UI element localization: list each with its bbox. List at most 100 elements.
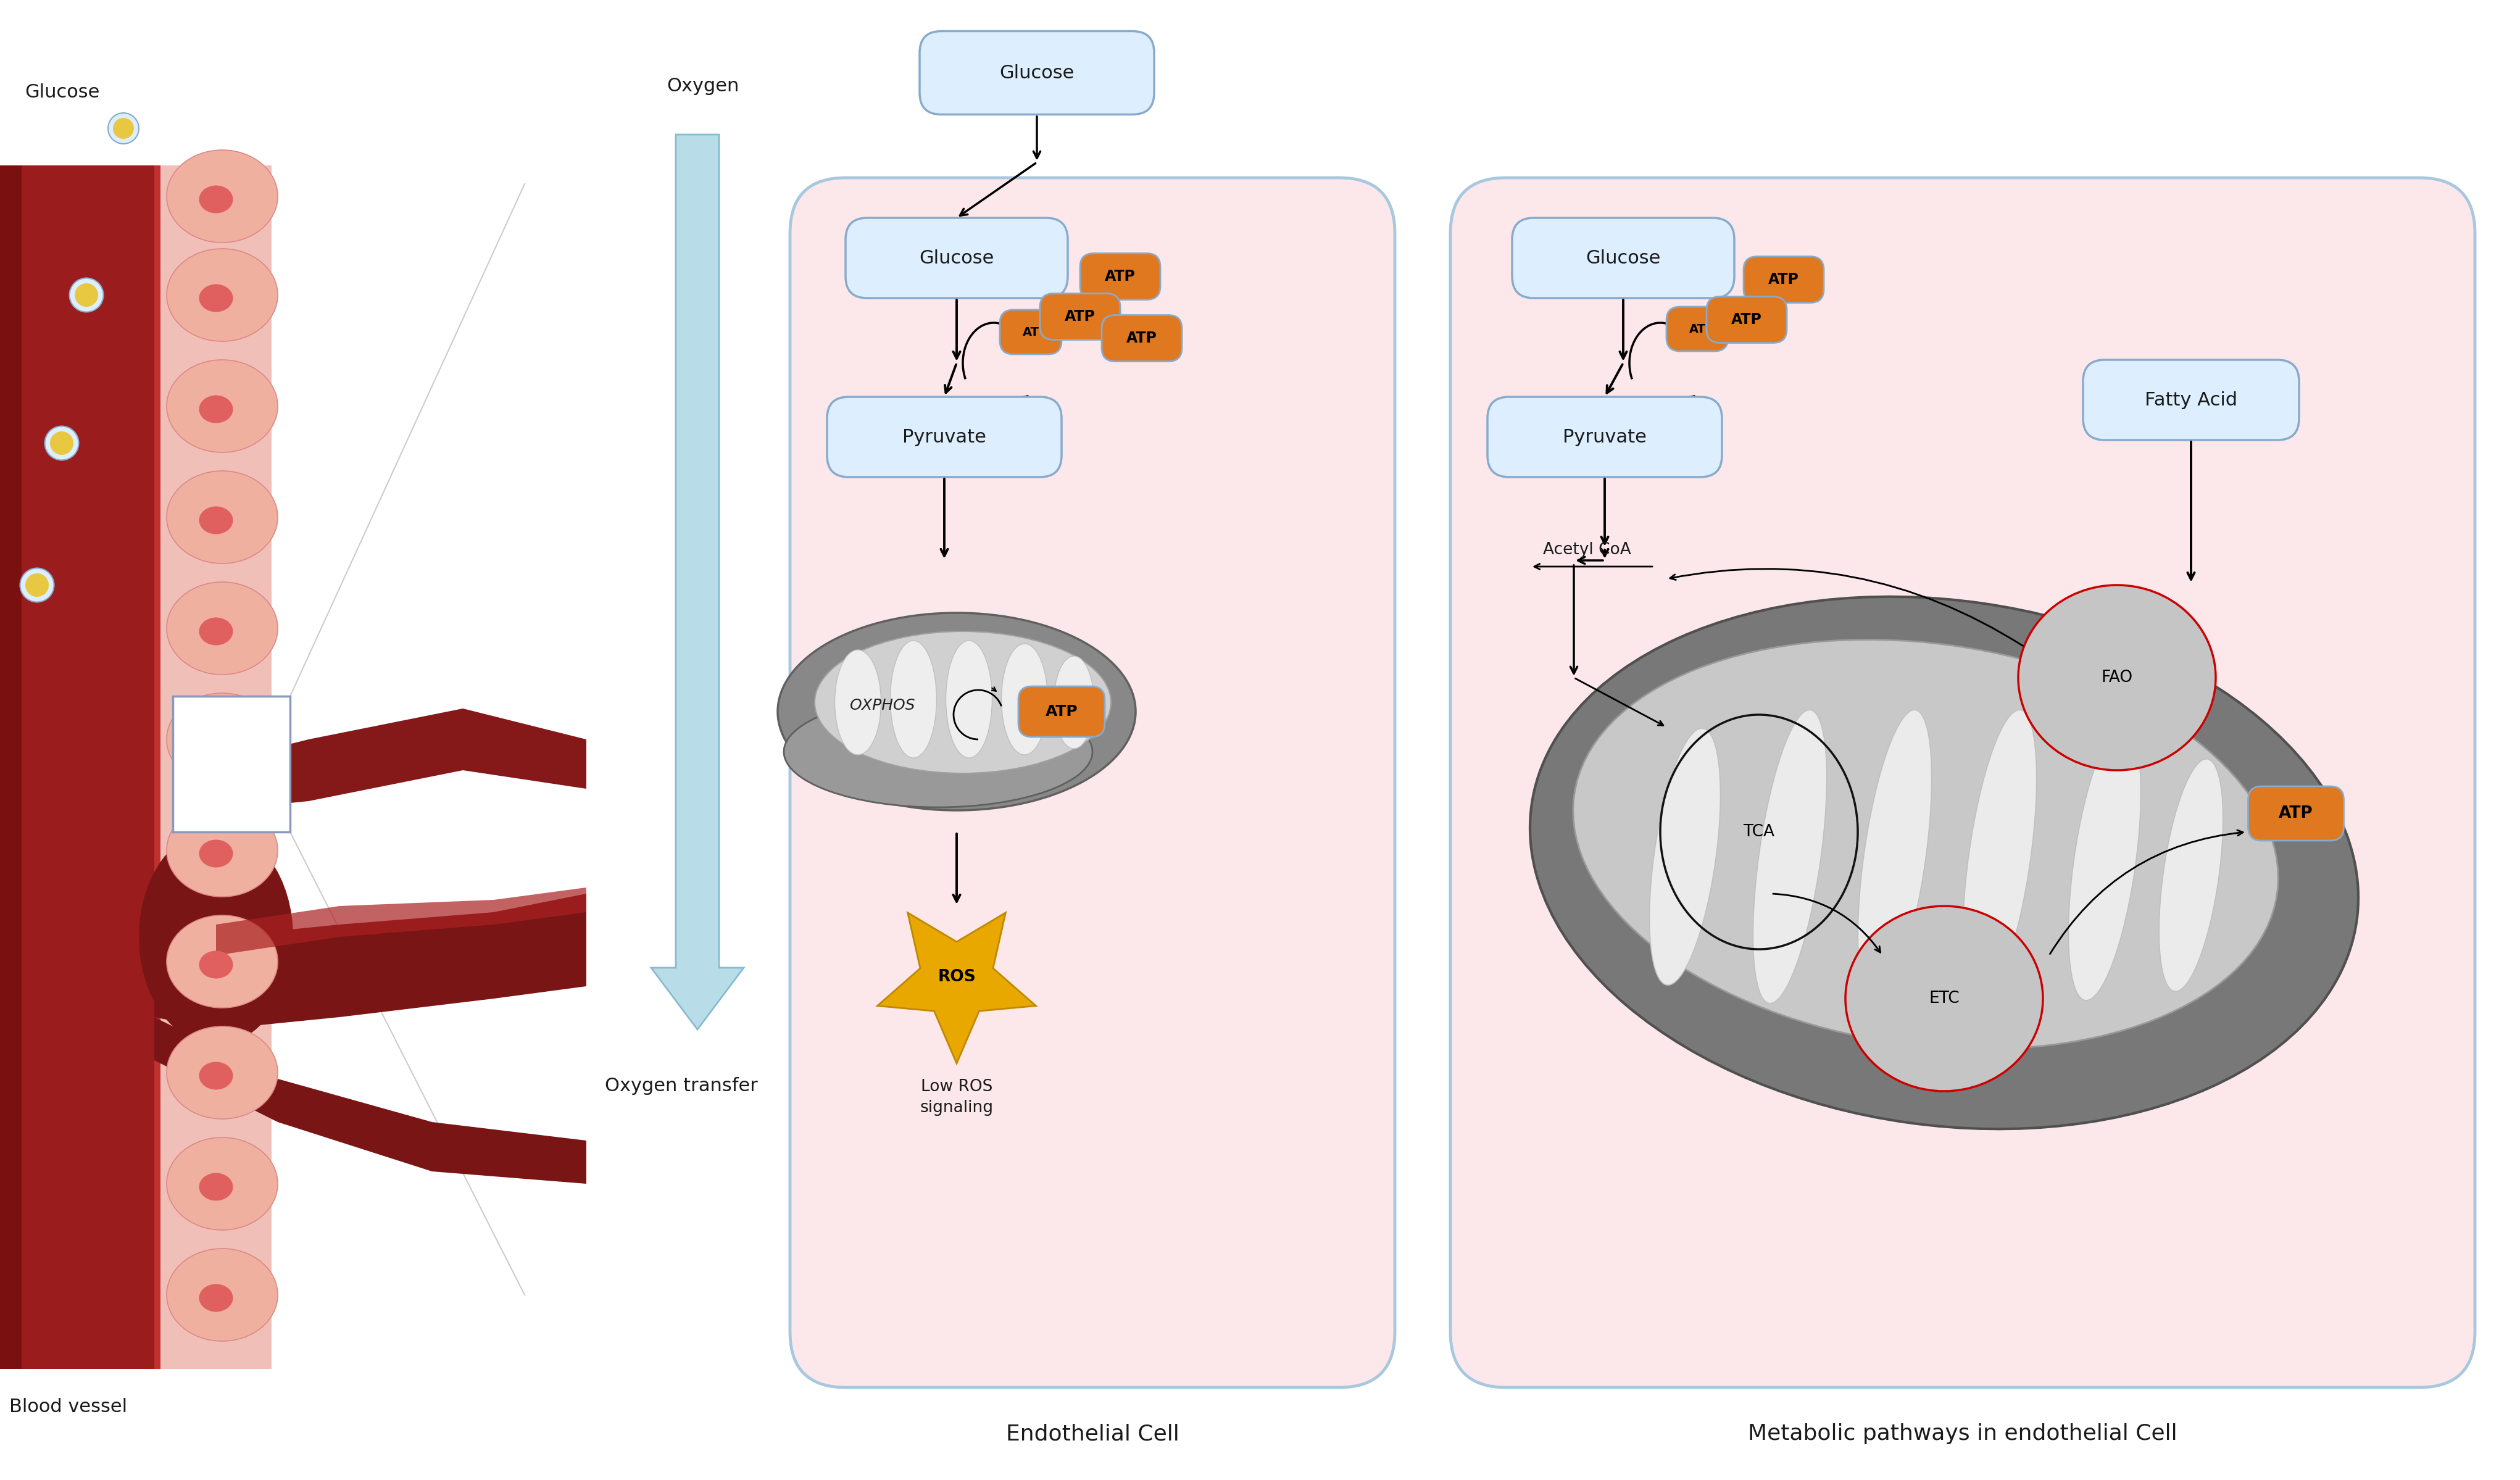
Ellipse shape bbox=[1963, 710, 2036, 1003]
Text: ATP: ATP bbox=[1104, 269, 1137, 284]
Ellipse shape bbox=[2019, 585, 2215, 770]
FancyBboxPatch shape bbox=[1706, 296, 1787, 343]
FancyBboxPatch shape bbox=[161, 166, 272, 1369]
Ellipse shape bbox=[945, 641, 993, 758]
FancyBboxPatch shape bbox=[1101, 315, 1182, 361]
Text: Metabolic pathways in endothelial Cell: Metabolic pathways in endothelial Cell bbox=[1749, 1424, 2177, 1444]
FancyArrow shape bbox=[650, 135, 743, 1030]
Text: FAO: FAO bbox=[2102, 669, 2132, 685]
FancyBboxPatch shape bbox=[920, 31, 1154, 114]
Text: ATP: ATP bbox=[1063, 309, 1096, 324]
Text: ROS: ROS bbox=[937, 969, 975, 986]
FancyBboxPatch shape bbox=[0, 166, 174, 1369]
Ellipse shape bbox=[1572, 639, 2278, 1049]
FancyBboxPatch shape bbox=[1018, 687, 1104, 737]
Text: Pyruvate: Pyruvate bbox=[902, 428, 985, 445]
Text: AT: AT bbox=[1688, 323, 1706, 334]
FancyBboxPatch shape bbox=[2084, 360, 2298, 440]
Ellipse shape bbox=[814, 632, 1111, 774]
FancyBboxPatch shape bbox=[789, 178, 1396, 1387]
FancyBboxPatch shape bbox=[1081, 253, 1159, 299]
Ellipse shape bbox=[199, 395, 232, 423]
Text: Endothelial Cell: Endothelial Cell bbox=[1005, 1424, 1179, 1444]
Ellipse shape bbox=[108, 112, 139, 144]
FancyBboxPatch shape bbox=[1666, 306, 1729, 351]
Ellipse shape bbox=[71, 278, 103, 312]
Text: TCA: TCA bbox=[1744, 824, 1774, 841]
Ellipse shape bbox=[199, 185, 232, 213]
Text: Pyruvate: Pyruvate bbox=[1562, 428, 1646, 445]
Ellipse shape bbox=[25, 573, 48, 596]
Ellipse shape bbox=[199, 728, 232, 756]
Ellipse shape bbox=[166, 915, 277, 1008]
Ellipse shape bbox=[20, 568, 53, 602]
Text: ATP: ATP bbox=[2278, 805, 2313, 821]
FancyBboxPatch shape bbox=[1512, 218, 1734, 297]
Ellipse shape bbox=[2160, 759, 2223, 992]
FancyBboxPatch shape bbox=[827, 397, 1061, 477]
Ellipse shape bbox=[199, 839, 232, 867]
Text: Glucose: Glucose bbox=[1000, 64, 1074, 81]
Ellipse shape bbox=[199, 506, 232, 534]
Ellipse shape bbox=[199, 284, 232, 312]
Ellipse shape bbox=[199, 1061, 232, 1089]
Ellipse shape bbox=[834, 650, 882, 755]
Ellipse shape bbox=[1754, 710, 1827, 1003]
Text: Blood vessel: Blood vessel bbox=[10, 1399, 126, 1416]
Polygon shape bbox=[154, 1017, 587, 1184]
FancyBboxPatch shape bbox=[1452, 178, 2475, 1387]
Ellipse shape bbox=[166, 693, 277, 786]
Text: Fatty Acid: Fatty Acid bbox=[2145, 391, 2238, 408]
Ellipse shape bbox=[779, 613, 1137, 811]
Ellipse shape bbox=[166, 471, 277, 564]
Ellipse shape bbox=[1857, 710, 1933, 1003]
Ellipse shape bbox=[1053, 656, 1094, 749]
Ellipse shape bbox=[166, 149, 277, 243]
Ellipse shape bbox=[166, 804, 277, 897]
FancyBboxPatch shape bbox=[847, 218, 1068, 297]
Ellipse shape bbox=[890, 641, 937, 758]
Ellipse shape bbox=[166, 582, 277, 675]
Text: Glucose: Glucose bbox=[1585, 249, 1661, 266]
Ellipse shape bbox=[76, 283, 98, 306]
Ellipse shape bbox=[199, 950, 232, 978]
Text: ATP: ATP bbox=[1046, 704, 1079, 719]
Text: ATP: ATP bbox=[1126, 332, 1157, 346]
Ellipse shape bbox=[166, 1026, 277, 1119]
FancyBboxPatch shape bbox=[2248, 786, 2344, 841]
Ellipse shape bbox=[199, 1285, 232, 1311]
Text: Glucose: Glucose bbox=[25, 83, 101, 101]
Text: Oxygen: Oxygen bbox=[668, 77, 738, 95]
Text: ATP: ATP bbox=[1769, 272, 1799, 287]
Text: Acetyl CoA: Acetyl CoA bbox=[1542, 542, 1630, 558]
Ellipse shape bbox=[45, 426, 78, 460]
Ellipse shape bbox=[166, 1138, 277, 1230]
FancyBboxPatch shape bbox=[154, 166, 179, 1369]
Text: ATP: ATP bbox=[1731, 312, 1761, 327]
Ellipse shape bbox=[784, 696, 1094, 807]
Ellipse shape bbox=[166, 1249, 277, 1341]
Polygon shape bbox=[184, 709, 587, 814]
Ellipse shape bbox=[113, 118, 134, 139]
Text: Glucose: Glucose bbox=[920, 249, 993, 266]
FancyBboxPatch shape bbox=[0, 166, 23, 1369]
FancyBboxPatch shape bbox=[1000, 309, 1061, 354]
FancyBboxPatch shape bbox=[1487, 397, 1721, 477]
Ellipse shape bbox=[50, 431, 73, 454]
Ellipse shape bbox=[199, 1174, 232, 1200]
FancyBboxPatch shape bbox=[174, 696, 290, 832]
FancyBboxPatch shape bbox=[1744, 256, 1824, 303]
Text: Low ROS
signaling: Low ROS signaling bbox=[920, 1079, 993, 1116]
Text: Oxygen transfer: Oxygen transfer bbox=[605, 1077, 759, 1095]
Ellipse shape bbox=[1530, 596, 2359, 1129]
Text: OXPHOS: OXPHOS bbox=[849, 699, 915, 713]
Polygon shape bbox=[877, 913, 1036, 1064]
Ellipse shape bbox=[166, 249, 277, 342]
Ellipse shape bbox=[166, 360, 277, 453]
Ellipse shape bbox=[199, 617, 232, 645]
FancyBboxPatch shape bbox=[1041, 293, 1121, 340]
Ellipse shape bbox=[139, 829, 292, 1045]
Polygon shape bbox=[217, 888, 587, 956]
Ellipse shape bbox=[2069, 725, 2142, 1000]
Ellipse shape bbox=[1000, 644, 1048, 755]
